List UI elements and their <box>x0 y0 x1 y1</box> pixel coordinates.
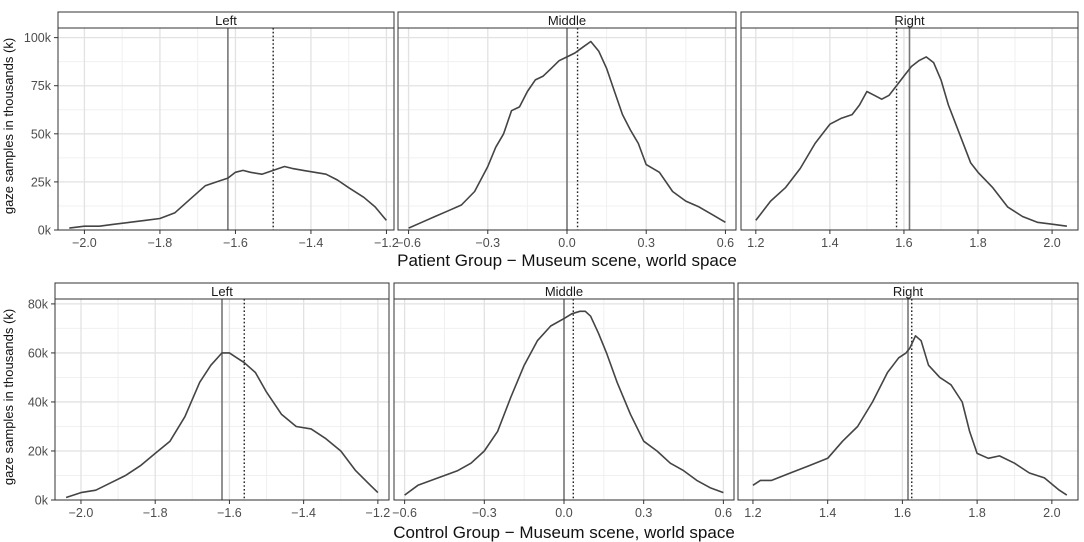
x-tick-label: −1.2 <box>366 506 391 520</box>
x-tick-label: −1.6 <box>223 236 248 250</box>
x-tick-label: −1.4 <box>299 236 324 250</box>
x-tick-label: 1.4 <box>819 506 836 520</box>
y-tick-label: 60k <box>28 346 49 360</box>
x-tick-label: −0.6 <box>392 506 417 520</box>
patient-middle-density-line <box>408 40 726 229</box>
patient-right-strip <box>741 12 1078 28</box>
x-tick-label: 1.4 <box>821 236 838 250</box>
patient-left-panel: Left −2.0 −1.8 −1.6 −1.4 −1.2 0k 25k 50k 75k 100k <box>24 11 399 250</box>
patient-right-density-line <box>755 56 1068 227</box>
y-tick-label: 20k <box>28 444 49 458</box>
patient-middle-panel: Middle −0.6 −0.3 0.0 0.3 0.6 <box>396 11 737 250</box>
control-middle-density-line <box>404 310 724 496</box>
x-tick-label: 0.0 <box>555 506 572 520</box>
x-tick-label: 1.6 <box>894 506 911 520</box>
x-tick-label: −0.6 <box>396 236 421 250</box>
y-tick-label: 0k <box>38 224 52 238</box>
control-middle-strip <box>394 283 734 299</box>
control-y-axis-title: gaze samples in thousands (k) <box>1 309 16 485</box>
y-tick-label: 100k <box>24 31 52 45</box>
x-tick-label: −1.4 <box>291 506 316 520</box>
x-tick-label: 1.8 <box>969 236 986 250</box>
patient-right-border <box>740 11 1079 231</box>
x-tick-label: −0.3 <box>472 506 497 520</box>
x-tick-label: −1.2 <box>374 236 399 250</box>
control-left-border <box>54 282 390 501</box>
patient-left-strip <box>58 12 394 28</box>
x-tick-label: 0.6 <box>715 506 732 520</box>
x-tick-label: 1.2 <box>747 236 764 250</box>
patient-middle-strip-label: Middle <box>548 13 586 28</box>
control-right-strip-label: Right <box>893 284 924 299</box>
x-tick-label: 0.3 <box>635 506 652 520</box>
x-tick-label: 0.6 <box>717 236 734 250</box>
x-tick-label: 2.0 <box>1043 506 1060 520</box>
x-tick-label: 0.0 <box>558 236 575 250</box>
patient-right-strip-label: Right <box>894 13 925 28</box>
control-x-axis-title: Control Group − Museum scene, world spac… <box>393 523 735 542</box>
control-group-row: Control Group − Museum scene, world spac… <box>1 282 1079 542</box>
patient-left-border <box>57 11 395 231</box>
x-tick-label: −0.3 <box>475 236 500 250</box>
x-tick-label: −2.0 <box>69 506 94 520</box>
y-tick-label: 75k <box>31 79 52 93</box>
x-tick-label: −1.8 <box>148 236 173 250</box>
patient-right-panel: Right 1.2 1.4 1.6 1.8 2.0 <box>740 11 1079 250</box>
control-right-density-line <box>752 334 1068 496</box>
control-middle-strip-label: Middle <box>545 284 583 299</box>
control-left-panel: Left −2.0 −1.8 −1.6 −1.4 −1.2 0k 20k 40k 60k 80k <box>28 282 391 520</box>
x-tick-label: 0.3 <box>638 236 655 250</box>
patient-y-axis-title: gaze samples in thousands (k) <box>1 38 16 214</box>
patient-group-row: Patient Group − Museum scene, world spac… <box>1 11 1079 270</box>
patient-left-strip-label: Left <box>215 13 237 28</box>
patient-x-axis-title: Patient Group − Museum scene, world spac… <box>397 251 737 270</box>
control-right-panel: Right 1.2 1.4 1.6 1.8 2.0 <box>737 282 1079 520</box>
patient-left-density-line <box>69 165 388 229</box>
control-left-strip <box>55 283 389 299</box>
control-right-strip <box>738 283 1078 299</box>
x-tick-label: 1.2 <box>744 506 761 520</box>
control-left-strip-label: Left <box>211 284 233 299</box>
y-tick-label: 0k <box>35 494 49 508</box>
x-tick-label: −1.8 <box>143 506 168 520</box>
y-tick-label: 50k <box>31 127 52 141</box>
patient-middle-strip <box>398 12 736 28</box>
y-tick-label: 25k <box>31 175 52 189</box>
x-tick-label: 1.8 <box>968 506 985 520</box>
y-tick-label: 80k <box>28 297 49 311</box>
y-tick-label: 40k <box>28 395 49 409</box>
x-tick-label: 1.6 <box>895 236 912 250</box>
control-left-density-line <box>65 352 379 499</box>
x-tick-label: −2.0 <box>72 236 97 250</box>
x-tick-label: −1.6 <box>217 506 242 520</box>
control-right-border <box>737 282 1079 501</box>
control-middle-panel: Middle −0.6 −0.3 0.0 0.3 0.6 <box>392 282 735 520</box>
x-tick-label: 2.0 <box>1043 236 1060 250</box>
